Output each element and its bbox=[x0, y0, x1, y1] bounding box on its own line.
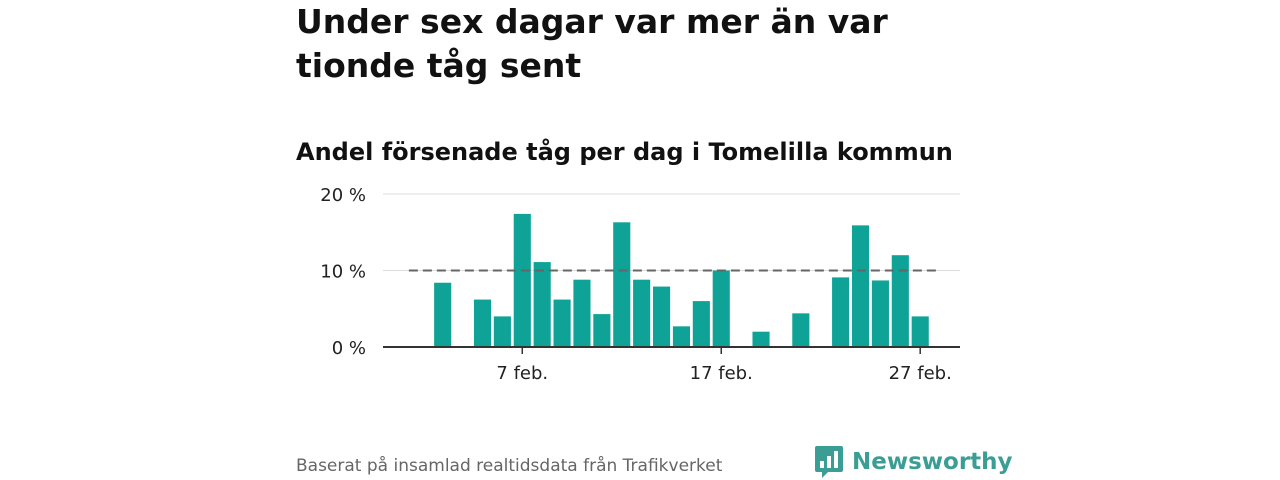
bar bbox=[891, 255, 909, 347]
bar bbox=[493, 316, 511, 347]
bar bbox=[434, 282, 452, 347]
x-tick-label: 7 feb. bbox=[496, 363, 548, 384]
bar bbox=[851, 225, 870, 347]
bar bbox=[712, 270, 730, 347]
bar bbox=[593, 314, 611, 347]
y-tick-label: 10 % bbox=[320, 262, 366, 283]
x-axis: 7 feb. 17 feb. 27 feb. bbox=[383, 346, 960, 384]
bar bbox=[652, 286, 671, 347]
bar bbox=[692, 301, 710, 347]
bar bbox=[513, 213, 531, 347]
bar bbox=[832, 277, 850, 347]
gridlines bbox=[383, 193, 960, 271]
bar-chart-speech-bubble-icon bbox=[815, 446, 843, 478]
bar bbox=[553, 299, 571, 347]
x-tick-label: 17 feb. bbox=[690, 363, 753, 384]
bar bbox=[911, 316, 929, 347]
chart-title: Andel försenade tåg per dag i Tomelilla … bbox=[296, 138, 953, 166]
bar bbox=[633, 279, 651, 347]
brand-name: Newsworthy bbox=[852, 449, 1013, 475]
bar bbox=[792, 313, 810, 347]
bar bbox=[613, 222, 631, 347]
bar bbox=[533, 262, 551, 347]
bar bbox=[473, 299, 492, 347]
bar bbox=[672, 326, 691, 347]
bar bbox=[871, 280, 889, 347]
bars bbox=[434, 213, 929, 347]
bar bbox=[752, 331, 770, 347]
bar-chart: 7 feb. 17 feb. 27 feb. 20 % 10 % 0 % bbox=[320, 185, 960, 384]
x-tick-label: 27 feb. bbox=[889, 363, 952, 384]
y-axis: 20 % 10 % 0 % bbox=[320, 185, 366, 359]
bar bbox=[573, 279, 591, 347]
brand-logo: Newsworthy bbox=[814, 445, 1013, 479]
source-note: Baserat på insamlad realtidsdata från Tr… bbox=[296, 456, 723, 476]
y-tick-label: 0 % bbox=[332, 338, 366, 359]
headline: Under sex dagar var mer än var tionde tå… bbox=[296, 2, 888, 85]
y-tick-label: 20 % bbox=[320, 185, 366, 206]
